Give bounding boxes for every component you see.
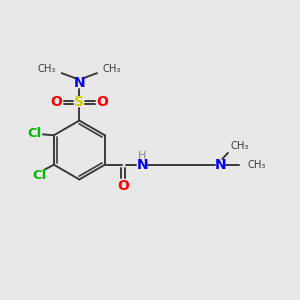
Text: O: O [51,95,63,109]
Text: O: O [117,179,129,193]
Text: Cl: Cl [32,169,46,182]
Text: CH₃: CH₃ [231,142,249,152]
Text: S: S [74,95,84,109]
Text: O: O [96,95,108,109]
Text: N: N [214,158,226,172]
Text: CH₃: CH₃ [248,160,266,170]
Text: N: N [136,158,148,172]
Text: N: N [74,76,85,90]
Text: CH₃: CH₃ [102,64,121,74]
Text: Cl: Cl [28,127,42,140]
Text: CH₃: CH₃ [38,64,56,74]
Text: H: H [137,152,146,161]
